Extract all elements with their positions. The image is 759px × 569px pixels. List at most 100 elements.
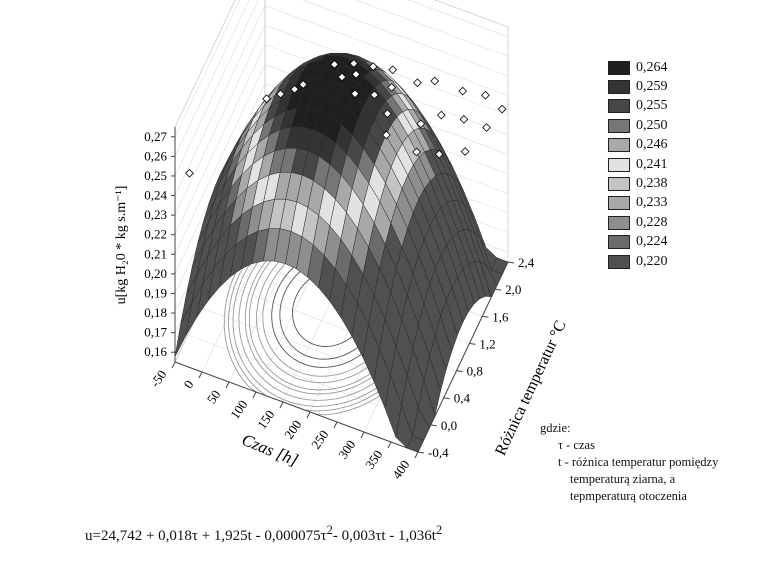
wall-gridline: [174, 0, 509, 137]
x-tick-label: -50: [147, 367, 169, 390]
note-line-tau: τ - czas: [558, 438, 595, 452]
legend-item: 0,250: [608, 116, 668, 135]
note-line-t-cont1: temperaturą ziarna, a: [570, 472, 676, 486]
legend-label: 0,238: [636, 176, 668, 192]
legend-item: 0,228: [608, 213, 668, 232]
note-line-t-cont2: tepmperaturą otoczenia: [570, 489, 687, 503]
data-point: [458, 86, 468, 96]
legend-item: 0,238: [608, 174, 668, 193]
x-tick: [387, 441, 392, 449]
z-tick-label: 0,23: [144, 207, 167, 222]
y-tick: [456, 370, 463, 373]
y-tick-label: 0,4: [454, 391, 471, 406]
data-point: [413, 78, 422, 88]
legend: 0,264 0,259 0,255 0,250 0,246 0,241 0,238 0,233…: [608, 58, 668, 271]
legend-label: 0,228: [636, 214, 668, 230]
data-point: [459, 114, 469, 124]
x-tick-label: 350: [362, 447, 385, 472]
data-point: [430, 76, 440, 86]
legend-swatch: [608, 177, 630, 192]
response-surface: [174, 52, 509, 453]
z-tick-label: 0,19: [144, 285, 167, 300]
legend-swatch: [608, 254, 630, 269]
legend-swatch: [608, 60, 630, 75]
y-tick-label: -0,4: [428, 445, 449, 460]
legend-label: 0,224: [636, 234, 668, 250]
data-point: [370, 90, 379, 100]
data-point: [383, 109, 392, 118]
data-point: [416, 119, 426, 129]
x-tick: [171, 361, 176, 369]
equation-part-1: u=24,742 + 0,018τ + 1,925t - 0,000075τ: [85, 528, 327, 544]
x-tick: [306, 411, 311, 419]
x-tick-label: 0: [180, 377, 196, 391]
legend-item: 0,241: [608, 155, 668, 174]
legend-label: 0,220: [636, 253, 668, 269]
x-tick: [252, 391, 257, 399]
regression-equation: u=24,742 + 0,018τ + 1,925t - 0,000075τ2-…: [85, 523, 442, 545]
legend-swatch: [608, 157, 630, 172]
legend-item: 0,264: [608, 58, 668, 77]
x-tick: [333, 421, 338, 429]
y-tick: [443, 397, 450, 400]
x-tick-label: 250: [308, 427, 331, 452]
data-point: [276, 89, 285, 99]
surface-plot: 0,16 0,17 0,18 0,19 0,20 0,21 0,22 0,23 0,24 0,25…: [114, 0, 570, 480]
y-tick: [430, 424, 437, 427]
data-point: [387, 82, 397, 92]
z-tick-label: 0,20: [144, 266, 167, 281]
note-heading: gdzie:: [540, 421, 571, 435]
data-point: [436, 110, 446, 120]
data-point: [298, 80, 308, 89]
legend-swatch: [608, 215, 630, 230]
wall-gridline: [174, 5, 509, 196]
x-tick: [279, 401, 284, 409]
data-point: [497, 104, 507, 114]
observed-points: [185, 59, 507, 178]
legend-label: 0,246: [636, 137, 668, 153]
z-tick-label: 0,18: [144, 305, 167, 320]
legend-item: 0,255: [608, 97, 668, 116]
data-point: [290, 84, 299, 94]
data-point: [351, 69, 361, 79]
legend-swatch: [608, 118, 630, 133]
y-tick-label: 0,8: [467, 364, 483, 379]
data-point: [330, 59, 339, 69]
note-line-t: t - różnica temperatur pomiędzy: [558, 455, 719, 469]
x-tick: [198, 371, 203, 379]
data-point: [368, 62, 378, 71]
data-point: [262, 94, 271, 104]
data-point: [185, 168, 194, 178]
y-tick-label: 1,6: [492, 309, 509, 324]
legend-item: 0,220: [608, 252, 668, 271]
data-point: [337, 72, 347, 82]
equation-exponent-1: 2: [326, 523, 333, 537]
y-tick-label: 1,2: [479, 336, 495, 351]
legend-label: 0,241: [636, 156, 668, 172]
y-tick-label: 0,0: [441, 418, 457, 433]
data-point: [388, 65, 398, 75]
wall-gridline: [174, 0, 509, 177]
data-point: [381, 130, 391, 140]
data-point: [350, 89, 360, 99]
y-tick: [507, 261, 515, 264]
y-axis: [417, 261, 509, 453]
y-tick: [417, 451, 425, 454]
y-tick-label: 2,0: [505, 282, 521, 297]
legend-swatch: [608, 196, 630, 211]
data-point: [434, 149, 444, 159]
variable-note: gdzie: τ - czas t - różnica temperatur p…: [540, 420, 718, 505]
x-tick-label: 400: [389, 457, 412, 480]
x-tick: [225, 381, 230, 389]
x-tick-label: 200: [281, 417, 304, 442]
data-point: [412, 147, 422, 157]
y-tick: [469, 342, 476, 345]
x-tick-label: 100: [227, 397, 250, 422]
legend-label: 0,233: [636, 195, 668, 211]
legend-items: 0,264 0,259 0,255 0,250 0,246 0,241 0,238 0,233…: [608, 58, 668, 271]
equation-exponent-2: 2: [435, 523, 443, 537]
data-point: [349, 59, 359, 68]
legend-swatch: [608, 80, 630, 95]
equation-part-2: - 0,003τt - 1,036t: [332, 528, 436, 544]
wall-gridline: [174, 0, 509, 157]
